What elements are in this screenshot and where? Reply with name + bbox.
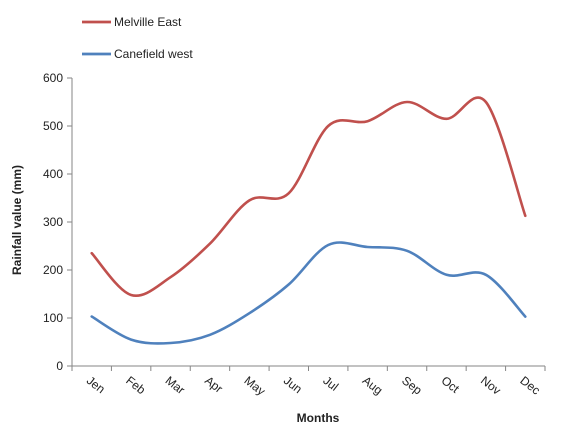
y-tick-label: 300 [43, 215, 63, 229]
axes [71, 78, 545, 367]
x-tick-label: Nov [478, 373, 503, 397]
y-tick-label: 100 [43, 311, 63, 325]
y-axis-ticks: 0 100 200 300 400 500 600 [43, 71, 72, 373]
x-tick-label: Jun [281, 373, 305, 396]
x-tick-label: Dec [517, 373, 542, 397]
series-line-1 [90, 241, 527, 345]
x-tick-label: Mar [163, 373, 188, 397]
legend-label-0: Melville East [114, 15, 182, 29]
series-lines [90, 96, 527, 345]
x-tick-label: Oct [439, 373, 463, 396]
y-axis-title: Rainfall value (mm) [10, 165, 24, 275]
x-tick-label: Feb [123, 373, 148, 397]
x-tick-label: May [242, 373, 268, 398]
x-tick-label: Jul [320, 373, 341, 393]
x-tick-label: Apr [202, 373, 225, 396]
x-tick-label: Aug [360, 373, 385, 397]
y-tick-label: 600 [43, 71, 63, 85]
legend-label-1: Canefield west [114, 47, 193, 61]
x-axis-title: Months [297, 411, 340, 425]
legend: Melville East Canefield west [82, 15, 193, 61]
series-line-0 [90, 96, 527, 298]
y-tick-label: 0 [56, 359, 63, 373]
y-tick-label: 500 [43, 119, 63, 133]
x-axis-ticks: Jen Feb Mar Apr May Jun Jul Aug Sep Oct Nov Dec [71, 366, 546, 398]
y-tick-label: 400 [43, 167, 63, 181]
y-tick-label: 200 [43, 263, 63, 277]
x-tick-label: Jen [84, 373, 108, 396]
x-tick-label: Sep [399, 373, 425, 397]
